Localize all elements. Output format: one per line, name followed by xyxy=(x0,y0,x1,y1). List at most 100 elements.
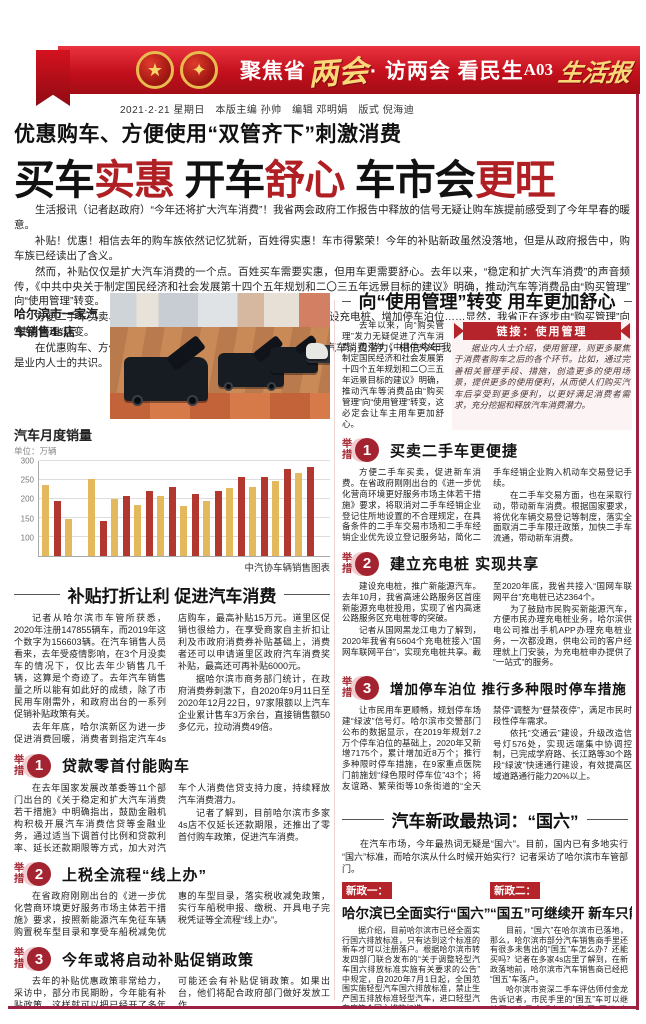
paragraph: 在二手车交易方面，也在采取行动，带动新车消费。根据国家要求，将优化车辆交易登记等… xyxy=(493,490,632,544)
paragraph: 据介绍，目前哈尔滨市已经全面实行国六排放标准，只有达到这个标准的新车才可以注册落… xyxy=(342,925,480,1006)
national-emblem-icon: ★ xyxy=(136,51,174,89)
measure-title: 建立充电桩 实现共享 xyxy=(390,556,540,574)
banner: ★ ✦ 聚焦省 两会 · 访两会 看民生 A03 生活报 xyxy=(36,46,640,106)
measure-badge: 举措 3 xyxy=(14,946,54,972)
measure-number: 1 xyxy=(355,438,379,463)
headline-kicker: 优惠购车、方便使用“双管齐下”刺激消费 xyxy=(14,123,402,146)
chart-bar xyxy=(295,473,302,556)
measure-number: 2 xyxy=(27,862,51,887)
right-section-intro: 去年以来，向“购买管理”发力无疑促进了汽车消费，但今年《中共中央关于制定国民经济… xyxy=(342,320,445,430)
y-axis-tick: 100 xyxy=(20,533,34,543)
paper-name: 生活报 xyxy=(556,59,633,87)
arrow-right-icon xyxy=(454,323,464,339)
chart-bar xyxy=(260,476,268,556)
measure-number: 2 xyxy=(355,551,379,576)
chart-bar xyxy=(88,478,95,556)
measure-title: 增加停车泊位 推行多种限时停车措施 xyxy=(390,682,627,698)
measure-title: 买卖二手车更便捷 xyxy=(390,442,519,460)
policy-row: 新政一： 哈尔滨已全面实行“国六” 据介绍，目前哈尔滨市已经全面实行国六排放标准… xyxy=(342,881,632,1006)
paragraph: 记者从哈尔滨市车管所获悉，2020年注册147855辆车，而2019年这个数字为… xyxy=(14,613,166,719)
measure-badge-label: 举措 xyxy=(14,863,24,886)
page-frame-right xyxy=(636,46,639,1010)
paragraph: 方便二手车买卖，促进新车消费。在省政府刚刚出台的《进一步优化营商环境更好服务市场… xyxy=(342,467,632,543)
headline-segment: 实惠 xyxy=(94,157,175,203)
page-frame-bottom xyxy=(8,1006,639,1009)
chart-bar xyxy=(65,518,72,556)
chart-plot xyxy=(38,460,330,557)
policy-block: 新政一： 哈尔滨已全面实行“国六” 据介绍，目前哈尔滨市已经全面实行国六排放标准… xyxy=(342,881,491,1006)
measure-head: 举措 2 上税全流程“线上办” xyxy=(14,861,330,887)
policy-section: 汽车新政最热词：“国六” 在汽车市场，今年最热词无疑是“国六”。目前，国内已有多… xyxy=(342,797,632,1006)
van-shape xyxy=(306,343,328,359)
paragraph: 哈尔滨市资深二手车评估师付金龙告诉记者，市民手里的“国五”车可以继续开。市民今后… xyxy=(490,985,628,1006)
chart-bar xyxy=(180,506,187,556)
chart-bar xyxy=(111,499,118,556)
cppcc-emblem-icon: ✦ xyxy=(180,51,218,89)
measure-badge-label: 举措 xyxy=(342,677,352,700)
measure-badge-label: 举措 xyxy=(342,552,352,575)
policy-body: 目前，“国六”在哈尔滨市已落地，那么，哈尔滨市部分汽车销售商手里还有很多未售出的… xyxy=(490,926,628,1006)
measure-body: 让市民用车更顺畅，规划停车场建“绿波”信号灯。哈尔滨市交警部门公布的数据显示，在… xyxy=(342,705,632,791)
measure-body: 在去年国家发展改革委等11个部门出台的《关于稳定和扩大汽车消费若干措施》中明确指… xyxy=(14,783,330,855)
chart-caption: 中汽协车辆销售图表 xyxy=(244,563,330,574)
chart-bar xyxy=(168,486,176,556)
link-box: 链接：使用管理 据业内人士介绍，使用管理，则更多聚焦于消费者购车之后的各个环节。… xyxy=(452,320,632,431)
measure-head: 举措 1 贷款零首付能购车 xyxy=(14,753,330,779)
paragraph: 补贴！优惠！相信去年的购车族依然记忆犹新，百姓得实惠！车市得繁荣！今年的补贴新政… xyxy=(14,234,630,262)
main-headline: 买车实惠 开车舒心 车市会更旺 xyxy=(14,146,556,206)
car-wheel xyxy=(132,395,143,406)
policy-title: 哈尔滨已全面实行“国六” xyxy=(342,905,491,921)
paragraph: 依托“交通云”建设，升级改造信号灯576处，实现远端集中协调控制，已完成学府路、… xyxy=(493,727,632,781)
chart-title: 汽车月度销量 xyxy=(14,428,93,443)
policy-label: 新政二： xyxy=(490,881,540,899)
paragraph: 生活报讯（记者赵政府）“今年还将扩大汽车消费”！我省两会政府工作报告中释放的信号… xyxy=(14,204,630,231)
policy-label: 新政一： xyxy=(342,881,392,899)
measure-number: 1 xyxy=(27,753,51,778)
paragraph: 在省政府刚刚出台的《进一步优化营商环境更好服务市场主体若干措施》要求，按照新能源… xyxy=(14,891,330,938)
paragraph: 为了鼓励市民购买新能源汽车，方便市民办理充电桩业务，哈尔滨供电公司推出手机APP… xyxy=(493,603,632,668)
measure-badge-label: 举措 xyxy=(342,439,352,462)
arrow-left-icon xyxy=(620,323,630,339)
photo-row: 哈尔滨市一家汽车销售4s店 xyxy=(14,293,330,419)
gridline xyxy=(39,498,330,499)
chart-bar xyxy=(157,496,164,556)
headline-segment: 舒心 xyxy=(264,157,345,203)
paragraph: 去年年底，哈尔滨新区为进一步促进消费回暖，消费者到指定汽车4s店购车，最高补贴1… xyxy=(14,613,330,744)
car-wheel xyxy=(267,382,276,391)
y-axis-tick: 250 xyxy=(20,475,34,485)
car-wheel xyxy=(187,395,198,406)
chart-bar xyxy=(306,466,314,556)
left-section-heading: 补贴打折让利 促进汽车消费 xyxy=(14,582,330,607)
measure-badge: 举措 2 xyxy=(342,551,382,577)
sales-chart: 汽车月度销量 单位：万辆 100 150 200 250 300 中汽协车辆销售图表 xyxy=(14,425,330,574)
measure-number: 3 xyxy=(27,947,51,972)
measure-body: 建设充电桩，推广新能源汽车。去年10月，我省高速公路服务区首座新能源充电桩投用，… xyxy=(342,581,632,668)
chart-area: 100 150 200 250 300 xyxy=(14,457,330,557)
measure-body: 去年的补贴优惠政策非常给力，采访中，部分市民期盼，今年能有补贴政策，这样就可以把… xyxy=(14,976,330,1006)
paragraph: 据哈尔滨市商务部门统计，在政府消费券刺激下，自2020年9月11日至2020年1… xyxy=(178,673,330,732)
page-number: A03 xyxy=(523,60,553,79)
chart-bar xyxy=(237,477,245,556)
paragraph: 去年的补贴优惠政策非常给力，采访中，部分市民期盼，今年能有补贴政策，这样就可以把… xyxy=(14,976,166,1006)
chart-bar xyxy=(203,500,210,556)
right-intro-row: 去年以来，向“购买管理”发力无疑促进了汽车消费，但今年《中共中央关于制定国民经济… xyxy=(342,320,632,431)
measure-badge: 举措 1 xyxy=(14,753,54,779)
chart-bar xyxy=(191,494,199,556)
chart-yaxis: 100 150 200 250 300 xyxy=(14,457,38,557)
y-axis-tick: 200 xyxy=(20,494,34,504)
gridline xyxy=(39,460,330,461)
chart-bar xyxy=(134,504,141,556)
policy-block: 新政二： “国五”可继续开 新车只能过户 目前，“国六”在哈尔滨市已落地，那么，… xyxy=(490,881,632,1006)
measure-number: 3 xyxy=(355,676,379,701)
paragraph: 让市民用车更顺畅，规划停车场建“绿波”信号灯。哈尔滨市交警部门公布的数据显示，在… xyxy=(342,705,632,791)
car-shape xyxy=(124,334,208,406)
left-section-intro: 记者从哈尔滨市车管所获悉，2020年注册147855辆车，而2019年这个数字为… xyxy=(14,613,330,746)
policy-body: 据介绍，目前哈尔滨市已经全面实行国六排放标准，只有达到这个标准的新车才可以注册落… xyxy=(342,926,480,1006)
right-column: 向“使用管理”转变 用车更加舒心 去年以来，向“购买管理”发力无疑促进了汽车消费… xyxy=(342,288,632,1006)
measure-body: 在省政府刚刚出台的《进一步优化营商环境更好服务市场主体若干措施》要求，按照新能源… xyxy=(14,891,330,939)
measure-badge-label: 举措 xyxy=(14,948,24,971)
paragraph: 记者了解到，目前哈尔滨市多家4s店不仅延长还款期限，还推出了零首付购车政策，促进… xyxy=(178,807,330,842)
paragraph: 建设充电桩，推广新能源汽车。去年10月，我省高速公路服务区首座新能源充电桩投用，… xyxy=(342,580,481,624)
chart-bar xyxy=(226,487,233,556)
